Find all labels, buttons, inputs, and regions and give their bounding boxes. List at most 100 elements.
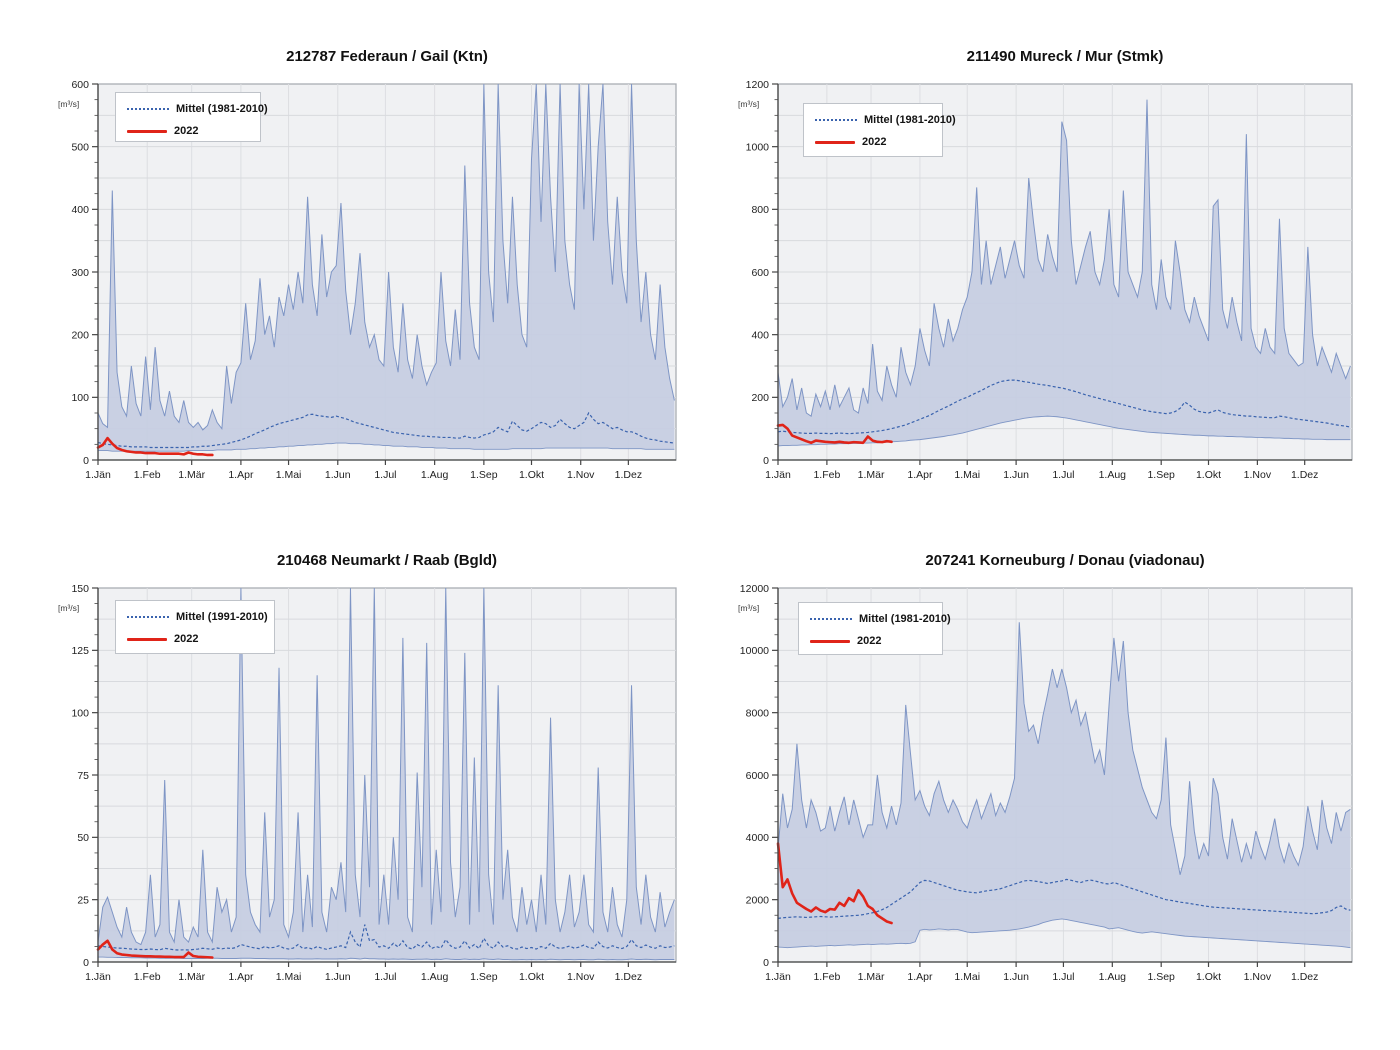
plot-federaun: 0 100 200 300 400 500 600 1.Jän 1.Feb 1.Mär 1.Apr 1… — [0, 0, 700, 530]
svg-text:1.Jul: 1.Jul — [1052, 971, 1074, 983]
svg-text:1.Jun: 1.Jun — [325, 971, 351, 983]
legend-row-2022: 2022 — [127, 628, 274, 650]
mean-line-sample-icon — [815, 119, 857, 121]
svg-text:1.Mai: 1.Mai — [276, 971, 302, 983]
plot-neumarkt-svg: 0 25 50 75 100 125 150 1.Jän 1.Feb 1.Mär 1.Apr 1.Ma… — [58, 583, 677, 983]
svg-text:25: 25 — [77, 894, 89, 906]
mean-line-sample-icon — [810, 618, 852, 620]
chart-title-korneuburg: 207241 Korneuburg / Donau (viadonau) — [925, 552, 1205, 569]
svg-text:1200: 1200 — [746, 79, 770, 91]
mean-line-sample-icon — [127, 108, 169, 110]
svg-text:1.Okt: 1.Okt — [1196, 469, 1221, 481]
svg-text:100: 100 — [71, 392, 89, 404]
legend-mureck: Mittel (1981-2010) 2022 — [803, 103, 956, 157]
svg-text:1.Nov: 1.Nov — [567, 971, 595, 983]
svg-text:1.Mär: 1.Mär — [858, 971, 885, 983]
svg-text:0: 0 — [763, 957, 769, 969]
svg-text:1.Aug: 1.Aug — [1099, 971, 1127, 983]
svg-text:1.Jun: 1.Jun — [1003, 469, 1029, 481]
legend-neumarkt: Mittel (1991-2010) 2022 — [115, 600, 275, 654]
svg-text:1.Mär: 1.Mär — [178, 971, 205, 983]
svg-text:1000: 1000 — [746, 141, 770, 153]
svg-text:1.Okt: 1.Okt — [1196, 971, 1221, 983]
legend-row-2022: 2022 — [815, 131, 942, 153]
svg-text:0: 0 — [83, 957, 89, 969]
svg-text:200: 200 — [751, 392, 769, 404]
svg-text:1.Dez: 1.Dez — [1291, 971, 1318, 983]
svg-text:100: 100 — [71, 707, 89, 719]
legend-korneuburg: Mittel (1981-2010) 2022 — [798, 602, 951, 655]
svg-text:1.Dez: 1.Dez — [1291, 469, 1318, 481]
svg-text:1.Mär: 1.Mär — [178, 469, 205, 481]
svg-text:1.Apr: 1.Apr — [907, 469, 933, 481]
legend-label-mean: Mittel (1981-2010) — [176, 103, 268, 115]
svg-text:1.Mai: 1.Mai — [954, 469, 980, 481]
legend-row-mean: Mittel (1991-2010) — [127, 606, 274, 628]
svg-text:1.Jän: 1.Jän — [765, 469, 791, 481]
svg-text:1.Sep: 1.Sep — [1147, 469, 1175, 481]
svg-text:4000: 4000 — [746, 832, 770, 844]
legend-row-mean: Mittel (1981-2010) — [127, 98, 268, 120]
svg-text:1.Okt: 1.Okt — [519, 469, 544, 481]
svg-text:1.Mai: 1.Mai — [954, 971, 980, 983]
svg-text:1.Jän: 1.Jän — [85, 469, 111, 481]
legend-row-mean: Mittel (1981-2010) — [810, 608, 951, 630]
svg-text:1.Aug: 1.Aug — [1099, 469, 1127, 481]
svg-text:1.Jul: 1.Jul — [1052, 469, 1074, 481]
svg-text:1.Apr: 1.Apr — [228, 971, 254, 983]
svg-text:1.Feb: 1.Feb — [813, 469, 840, 481]
svg-text:1.Jun: 1.Jun — [325, 469, 351, 481]
legend-label-2022: 2022 — [174, 633, 199, 645]
svg-text:1.Aug: 1.Aug — [421, 469, 449, 481]
svg-text:1.Sep: 1.Sep — [1147, 971, 1175, 983]
legend-label-mean: Mittel (1981-2010) — [864, 114, 956, 126]
plot-federaun-svg: 0 100 200 300 400 500 600 1.Jän 1.Feb 1.Mär 1.Apr 1… — [58, 79, 677, 481]
year-line-sample-icon — [815, 140, 855, 144]
svg-text:1.Nov: 1.Nov — [567, 469, 595, 481]
legend-label-mean: Mittel (1991-2010) — [176, 611, 268, 623]
svg-text:500: 500 — [71, 141, 89, 153]
svg-text:2000: 2000 — [746, 894, 770, 906]
svg-text:600: 600 — [71, 79, 89, 91]
svg-text:10000: 10000 — [740, 645, 769, 657]
svg-text:800: 800 — [751, 204, 769, 216]
chart-title-federaun: 212787 Federaun / Gail (Ktn) — [286, 48, 488, 65]
svg-text:1.Mär: 1.Mär — [858, 469, 885, 481]
svg-text:300: 300 — [71, 267, 89, 279]
chart-title-neumarkt: 210468 Neumarkt / Raab (Bgld) — [276, 552, 498, 569]
year-line-sample-icon — [127, 129, 167, 133]
svg-text:400: 400 — [751, 329, 769, 341]
svg-text:[m³/s]: [m³/s] — [738, 99, 759, 109]
svg-text:1.Dez: 1.Dez — [615, 971, 642, 983]
svg-text:200: 200 — [71, 329, 89, 341]
legend-row-2022: 2022 — [127, 120, 260, 142]
svg-text:1.Okt: 1.Okt — [519, 971, 544, 983]
svg-text:12000: 12000 — [740, 583, 769, 595]
svg-text:0: 0 — [83, 455, 89, 467]
svg-text:1.Jul: 1.Jul — [374, 971, 396, 983]
year-line-sample-icon — [127, 637, 167, 641]
svg-text:1.Feb: 1.Feb — [134, 971, 161, 983]
svg-text:1.Jun: 1.Jun — [1003, 971, 1029, 983]
svg-text:50: 50 — [77, 832, 89, 844]
svg-text:1.Mai: 1.Mai — [276, 469, 302, 481]
legend-label-mean: Mittel (1981-2010) — [859, 613, 951, 625]
legend-federaun: Mittel (1981-2010) 2022 — [115, 92, 268, 142]
svg-text:[m³/s]: [m³/s] — [58, 603, 79, 613]
svg-text:1.Feb: 1.Feb — [813, 971, 840, 983]
svg-text:75: 75 — [77, 770, 89, 782]
svg-text:1.Sep: 1.Sep — [470, 469, 498, 481]
svg-text:1.Feb: 1.Feb — [134, 469, 161, 481]
svg-text:150: 150 — [71, 583, 89, 595]
legend-label-2022: 2022 — [174, 125, 199, 137]
plot-mureck-svg: 0 200 400 600 800 1000 1200 1.Jän 1.Feb 1.Mär 1.Ap… — [738, 79, 1353, 481]
svg-text:1.Apr: 1.Apr — [228, 469, 254, 481]
svg-text:1.Jän: 1.Jän — [85, 971, 111, 983]
svg-text:1.Aug: 1.Aug — [421, 971, 449, 983]
svg-text:1.Jän: 1.Jän — [765, 971, 791, 983]
svg-text:8000: 8000 — [746, 707, 770, 719]
svg-text:0: 0 — [763, 455, 769, 467]
chart-title-mureck: 211490 Mureck / Mur (Stmk) — [966, 48, 1164, 65]
svg-text:1.Jul: 1.Jul — [374, 469, 396, 481]
